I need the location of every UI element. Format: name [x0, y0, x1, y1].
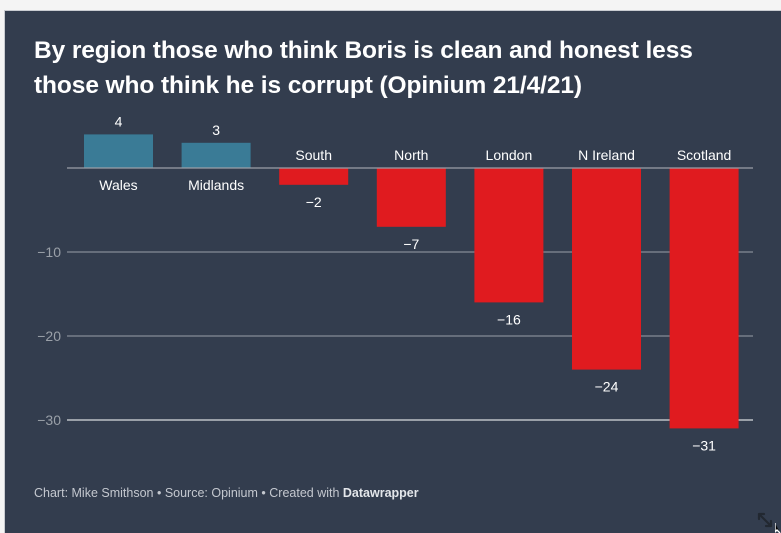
- bars: [84, 134, 739, 429]
- bar-n-ireland: [572, 168, 641, 370]
- category-label: Midlands: [188, 177, 244, 193]
- chart-credit: Chart: Mike Smithson: [34, 486, 154, 500]
- created-with-label: Created with: [269, 486, 343, 500]
- value-label: 4: [115, 113, 123, 129]
- footer-separator: •: [257, 486, 270, 500]
- footer-separator: •: [153, 486, 165, 500]
- resize-diagonal-icon[interactable]: [757, 512, 773, 528]
- source-credit: Source: Opinium: [164, 486, 258, 500]
- value-label: −2: [306, 194, 322, 210]
- chart-title: By region those who think Boris is clean…: [34, 37, 693, 99]
- value-label: 3: [212, 122, 220, 138]
- value-label: −31: [692, 437, 716, 453]
- category-label: N Ireland: [578, 147, 635, 163]
- value-label: −7: [403, 236, 419, 252]
- value-labels: 4 3 −2 −7 −16 −24 −31: [115, 113, 717, 453]
- y-axis-tick-labels: −10 −20 −30: [37, 244, 61, 428]
- category-label: Wales: [99, 177, 137, 193]
- bar-wales: [84, 134, 153, 168]
- category-labels: Wales Midlands South North London N Ireland Sc…: [99, 147, 731, 193]
- category-label: Scotland: [677, 147, 731, 163]
- datawrapper-link[interactable]: Datawrapper: [342, 486, 419, 500]
- y-tick-label: −10: [37, 244, 61, 260]
- y-tick-label: −20: [37, 328, 61, 344]
- category-label: South: [295, 147, 332, 163]
- bar-midlands: [181, 142, 251, 168]
- value-label: −24: [595, 379, 619, 395]
- gridlines: [67, 251, 753, 421]
- cursor-icon: [775, 523, 781, 533]
- y-tick-label: −30: [37, 412, 61, 428]
- chart-panel: [4, 10, 781, 533]
- bar-north: [376, 168, 446, 227]
- category-label: North: [394, 147, 428, 163]
- bar-south: [279, 168, 349, 185]
- bar-london: [474, 168, 544, 303]
- chart-footer: Chart: Mike Smithson • Source: Opinium •…: [34, 486, 419, 500]
- value-label: −16: [497, 311, 521, 327]
- bar-scotland: [669, 168, 739, 429]
- category-label: London: [486, 147, 533, 163]
